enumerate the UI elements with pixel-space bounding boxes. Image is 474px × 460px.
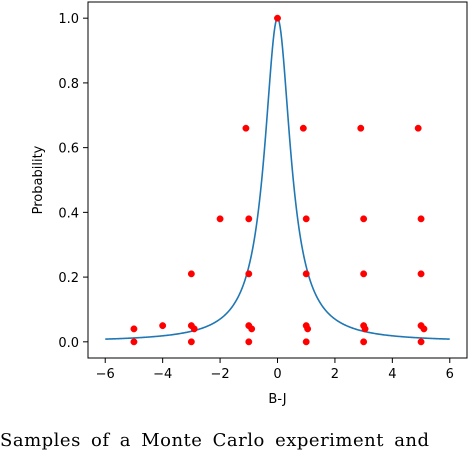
sample-point <box>187 338 195 346</box>
plot-frame <box>87 1 468 359</box>
x-tick-label: 2 <box>331 367 339 382</box>
x-tick-label: 0 <box>273 367 281 382</box>
sample-point <box>274 14 281 22</box>
y-tick-label: 0.8 <box>58 77 79 92</box>
x-tick-label: 6 <box>446 367 454 382</box>
y-tick-label: 0.2 <box>58 271 79 286</box>
sample-point <box>302 215 310 223</box>
y-tick-label: 0.0 <box>58 336 79 351</box>
sample-point <box>299 124 307 132</box>
x-tick-label: 4 <box>388 367 396 382</box>
sample-point <box>302 338 310 346</box>
x-axis-label: B-J <box>268 392 286 407</box>
sample-point <box>417 215 425 223</box>
x-tick-label: −2 <box>210 367 229 382</box>
sample-point <box>216 215 224 223</box>
sample-point <box>361 325 369 333</box>
y-axis-label: Probability <box>31 145 46 214</box>
sample-point <box>302 270 310 278</box>
sample-point <box>360 215 368 223</box>
figure-caption: Samples of a Monte Carlo experiment and <box>0 430 430 451</box>
sample-point <box>357 124 365 132</box>
sample-point <box>245 270 253 278</box>
sample-point <box>304 325 312 333</box>
sample-point <box>187 270 195 278</box>
x-tick-label: −6 <box>96 367 115 382</box>
y-axis: 0.0 0.2 0.4 0.6 0.8 1.0 <box>58 12 88 351</box>
sample-point <box>248 325 256 333</box>
sample-point <box>417 338 425 346</box>
sample-point <box>245 338 253 346</box>
y-tick-label: 0.4 <box>58 206 79 221</box>
sample-point <box>417 270 425 278</box>
plot-area <box>87 1 468 359</box>
sample-point <box>130 325 138 333</box>
x-tick-label: −4 <box>153 367 172 382</box>
sample-point <box>242 124 250 132</box>
sample-point <box>360 338 368 346</box>
sample-point <box>159 322 167 330</box>
y-tick-label: 1.0 <box>58 12 79 27</box>
probability-chart: −6 −4 −2 0 2 4 6 0.0 0.2 0.4 0.6 0.8 1.0 B-J Probab… <box>31 1 468 407</box>
lorentzian-curve <box>105 16 450 340</box>
sample-point <box>130 338 138 346</box>
sample-point <box>414 124 422 132</box>
y-tick-label: 0.6 <box>58 142 79 157</box>
sample-point <box>360 270 368 278</box>
x-axis: −6 −4 −2 0 2 4 6 <box>96 358 454 382</box>
sample-point <box>245 215 253 223</box>
sample-point <box>190 325 198 333</box>
sample-point <box>420 325 428 333</box>
